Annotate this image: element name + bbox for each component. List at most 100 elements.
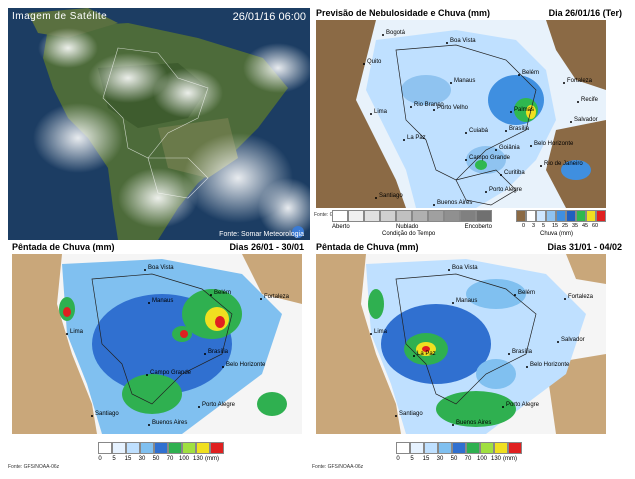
city-label: Porto Alegre	[489, 187, 523, 193]
pentada2-date: Dias 31/01 - 04/02	[547, 242, 622, 252]
legend-tick: 100	[476, 456, 487, 462]
forecast-title: Previsão de Nebulosidade e Chuva (mm)	[316, 8, 491, 18]
pentada1-legend-ticks: 0 5 15 30 50 70 100 130 (mm)	[93, 456, 219, 462]
city-label: La Paz	[417, 351, 436, 357]
city-label: Salvador	[561, 337, 585, 343]
forecast-map: Bogotá Boa Vista Quito Manaus Belém Fort…	[316, 20, 606, 208]
city-label: Lima	[374, 109, 388, 115]
city-label: Manaus	[152, 298, 173, 304]
satellite-credit: Fonte: Somar Meteorologia	[219, 231, 304, 238]
legend-tick: 15	[422, 456, 430, 462]
city-label: Salvador	[574, 117, 598, 123]
pentada2-legend-ticks: 0 5 15 30 50 70 100 130 (mm)	[391, 456, 517, 462]
city-label: Porto Velho	[437, 105, 469, 111]
city-label: Boa Vista	[450, 38, 476, 44]
rain-tick: 35	[572, 223, 579, 229]
legend-tick: 50	[450, 456, 458, 462]
city-label: Bogotá	[386, 30, 406, 36]
city-label: Boa Vista	[148, 265, 174, 271]
city-label: Porto Alegre	[506, 402, 540, 408]
rain-legend	[516, 210, 606, 222]
rain-tick: 25	[562, 223, 569, 229]
pentada1-date: Dias 26/01 - 30/01	[229, 242, 304, 252]
city-label: Fortaleza	[568, 294, 594, 300]
pentada2-title: Pêntada de Chuva (mm)	[316, 242, 419, 252]
city-label: Brasília	[208, 349, 229, 355]
legend-tick: 70	[166, 456, 174, 462]
city-label: Belo Horizonte	[534, 141, 574, 147]
city-label: Campo Grande	[469, 155, 511, 161]
city-label: Porto Alegre	[202, 402, 236, 408]
city-label: Palmas	[514, 107, 534, 113]
satellite-image	[8, 8, 310, 240]
pentada1-map: Boa Vista Manaus Belém Fortaleza Lima Br…	[12, 254, 302, 434]
city-label: Manaus	[456, 298, 477, 304]
city-label: Campo Grande	[150, 370, 192, 376]
pentada2-source: Fonte: GFS/NOAA-06z	[312, 464, 364, 470]
legend-tick: 30	[436, 456, 444, 462]
forecast-date: Dia 26/01/16 (Ter)	[548, 8, 622, 18]
rain-tick: 60	[592, 223, 599, 229]
rain-legend-ticks: 0 3 5 15 25 35 45 60	[522, 223, 602, 229]
pentada2-map: Boa Vista Manaus Belém Fortaleza Lima La…	[316, 254, 606, 434]
pentada1-legend	[98, 442, 224, 454]
cloud-label-cloudy: Nublado	[395, 224, 419, 230]
city-label: Fortaleza	[264, 294, 290, 300]
rain-tick: 3	[532, 223, 536, 229]
rain-tick: 5	[542, 223, 546, 229]
city-label: Cuiabá	[469, 128, 489, 134]
city-label: Brasília	[512, 349, 533, 355]
satellite-title: Imagem de Satélite	[12, 11, 108, 22]
city-label: Belém	[518, 290, 535, 296]
legend-tick: 0	[396, 456, 400, 462]
rain-legend-caption: Chuva (mm)	[540, 231, 574, 237]
city-label: Belém	[522, 70, 539, 76]
city-label: Santiago	[95, 411, 119, 417]
legend-tick: 70	[464, 456, 472, 462]
city-label: Brasília	[509, 126, 530, 132]
rain-tick: 15	[552, 223, 559, 229]
cloud-legend-caption: Condição do Tempo	[382, 231, 436, 237]
city-label: Recife	[581, 97, 599, 103]
cloud-legend	[332, 210, 492, 222]
pentada1-source: Fonte: GFS/NOAA-06z	[8, 464, 60, 470]
cloud-legend-labels: Aberto Nublado Encoberto	[332, 224, 492, 230]
city-label: Boa Vista	[452, 265, 478, 271]
cloud-label-open: Aberto	[332, 224, 350, 230]
satellite-panel: Imagem de Satélite 26/01/16 06:00 Fonte:…	[8, 8, 310, 240]
city-label: Rio Branco	[414, 102, 444, 108]
legend-tick: 130	[490, 456, 501, 462]
city-label: Belo Horizonte	[530, 362, 570, 368]
city-label: Buenos Aires	[152, 420, 187, 426]
city-label: Buenos Aires	[437, 200, 472, 206]
pentada2-legend	[396, 442, 522, 454]
forecast-panel: Previsão de Nebulosidade e Chuva (mm) Di…	[312, 8, 628, 240]
city-label: Santiago	[379, 193, 403, 199]
legend-unit: (mm)	[205, 456, 219, 462]
legend-tick: 0	[98, 456, 102, 462]
city-label: Santiago	[399, 411, 423, 417]
city-label: Lima	[70, 329, 84, 335]
city-label: La Paz	[407, 135, 426, 141]
city-label: Belém	[214, 290, 231, 296]
city-label: Curitiba	[504, 170, 525, 176]
legend-unit: (mm)	[503, 456, 517, 462]
city-label: Belo Horizonte	[226, 362, 266, 368]
legend-tick: 30	[138, 456, 146, 462]
somar-logo-icon	[292, 226, 304, 238]
pentada1-title: Pêntada de Chuva (mm)	[12, 242, 115, 252]
city-label: Manaus	[454, 78, 475, 84]
pentada1-panel: Pêntada de Chuva (mm) Dias 26/01 - 30/01…	[8, 242, 310, 474]
legend-tick: 100	[178, 456, 189, 462]
legend-tick: 130	[192, 456, 203, 462]
city-label: Rio de Janeiro	[544, 161, 583, 167]
city-label: Fortaleza	[567, 78, 593, 84]
city-label: Quito	[367, 59, 382, 65]
city-label: Goiânia	[499, 145, 520, 151]
city-label: Buenos Aires	[456, 420, 491, 426]
legend-tick: 5	[112, 456, 116, 462]
legend-tick: 50	[152, 456, 160, 462]
satellite-date: 26/01/16 06:00	[232, 11, 306, 23]
legend-tick: 5	[410, 456, 414, 462]
cloud-label-overcast: Encoberto	[464, 224, 492, 230]
